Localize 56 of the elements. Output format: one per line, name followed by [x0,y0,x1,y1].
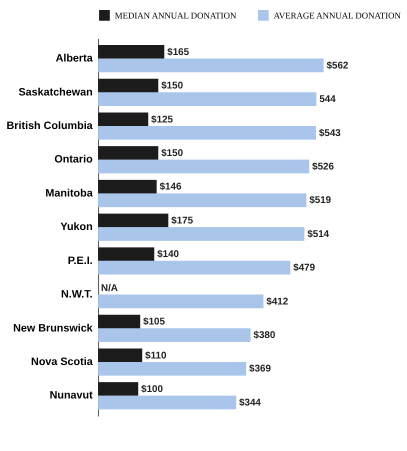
bar [98,180,157,194]
bar [98,58,324,72]
bar [98,227,304,241]
bar [98,260,290,275]
bar [98,396,236,410]
data-label: $412 [266,296,289,308]
data-label: $110 [145,350,167,362]
y-tick-label: Nova Scotia [31,356,94,368]
bar [98,382,138,396]
bar [98,362,246,376]
data-label: $140 [157,249,180,260]
bar [98,328,251,342]
data-label: $380 [254,330,276,342]
data-label: $165 [167,46,190,58]
y-tick-label: Nunavut [50,390,94,402]
y-tick-label: Ontario [54,154,94,166]
data-label: $105 [143,316,166,328]
data-label: $125 [151,114,174,126]
bar [98,247,154,262]
bar [98,92,316,106]
bar [98,294,264,308]
legend-label: MEDIAN ANNUAL DONATION [114,10,237,20]
bar [98,126,316,140]
data-label: $543 [318,128,342,139]
data-label: $150 [161,148,184,159]
y-tick-label: Yukon [60,221,93,234]
y-tick-label: British Columbia [6,120,94,132]
bar [98,314,140,328]
data-label: $526 [312,161,334,172]
y-tick-label: Manitoba [45,187,94,200]
data-label: $369 [249,364,272,375]
data-label: $150 [161,80,184,92]
data-label: $519 [309,195,332,206]
data-label: 544 [319,94,336,106]
y-tick-label: P.E.I. [68,254,93,267]
bar [98,45,164,59]
bar [98,112,148,126]
data-label: $146 [160,182,182,193]
bar [98,78,158,92]
y-tick-label: Alberta [56,52,94,65]
legend-label: AVERAGE ANNUAL DONATION [274,10,402,20]
bar [98,193,306,208]
y-tick-label: Saskatchewan [18,86,93,98]
text: N/A [101,282,118,294]
data-label: $562 [326,60,349,72]
data-label: $344 [239,397,262,408]
y-tick-label: New Brunswick [13,322,93,334]
data-label: $175 [171,215,194,226]
bar [98,348,142,362]
data-label: $479 [293,262,316,274]
y-tick-label: N.W.T. [60,288,93,301]
data-label: $100 [141,384,164,395]
bar [98,214,168,228]
data-label: $514 [307,228,330,240]
bar [98,146,158,160]
bar [98,160,310,174]
